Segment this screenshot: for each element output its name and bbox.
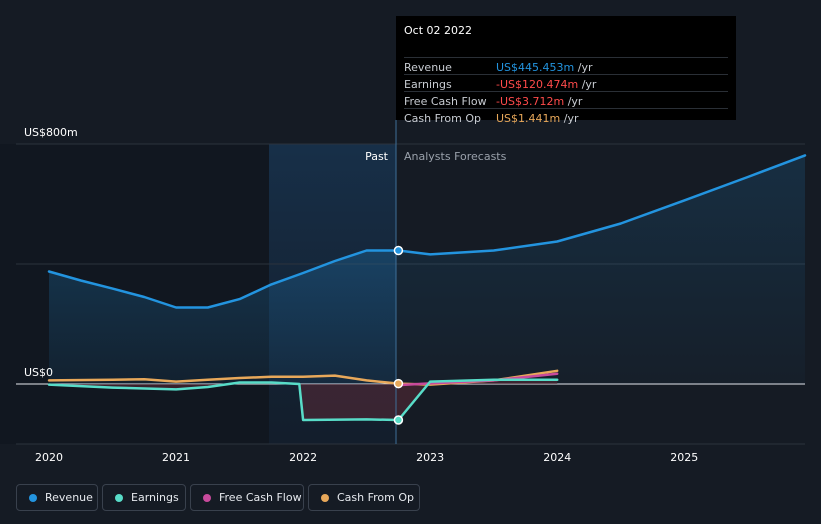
tooltip-row-cash-from-op: Cash From Op US$1.441m /yr [404, 108, 728, 126]
tooltip-row-earnings: Earnings -US$120.474m /yr [404, 74, 728, 92]
legend-dot [115, 494, 123, 502]
legend-label: Free Cash Flow [219, 491, 302, 504]
earnings-line [47, 378, 559, 422]
legend-item-free-cash-flow[interactable]: Free Cash Flow [190, 484, 304, 511]
y-axis-label: US$0 [24, 366, 53, 379]
revenue-area-forecast [396, 155, 805, 384]
hover-markers [393, 245, 404, 425]
x-tick-label: 2024 [543, 451, 571, 464]
revenue-line [47, 154, 807, 309]
legend-label: Revenue [45, 491, 93, 504]
revenue-area-past [49, 250, 396, 384]
forecast-label: Analysts Forecasts [404, 150, 507, 163]
earnings-area [49, 379, 558, 420]
tooltip-row-revenue: Revenue US$445.453m /yr [404, 57, 728, 75]
legend-item-earnings[interactable]: Earnings [102, 484, 186, 511]
cash-from-op-marker [393, 378, 404, 389]
series-lines [47, 154, 807, 422]
tooltip-label: Revenue [404, 61, 452, 74]
x-tick-label: 2025 [670, 451, 698, 464]
legend-label: Cash From Op [337, 491, 415, 504]
tooltip-value: US$1.441m /yr [496, 112, 579, 125]
x-tick-label: 2020 [35, 451, 63, 464]
past-label: Past [365, 150, 389, 163]
financial-chart: US$800mUS$0-US$200m202020212022202320242… [16, 120, 807, 464]
legend-item-revenue[interactable]: Revenue [16, 484, 98, 511]
tooltip-label: Free Cash Flow [404, 95, 487, 108]
tooltip-date: Oct 02 2022 [404, 24, 473, 37]
tooltip-value: -US$120.474m /yr [496, 78, 597, 91]
legend-label: Earnings [131, 491, 179, 504]
x-tick-label: 2021 [162, 451, 190, 464]
tooltip: Oct 02 2022 Revenue US$445.453m /yr Earn… [396, 16, 736, 125]
legend-dot [203, 494, 211, 502]
x-tick-label: 2023 [416, 451, 444, 464]
tooltip-row-free-cash-flow: Free Cash Flow -US$3.712m /yr [404, 91, 728, 109]
axis-labels: US$800mUS$0-US$200m202020212022202320242… [24, 126, 698, 464]
tooltip-value: US$445.453m /yr [496, 61, 593, 74]
earnings-marker [393, 415, 404, 425]
tooltip-label: Earnings [404, 78, 452, 91]
legend-dot [29, 494, 37, 502]
revenue-marker [393, 245, 404, 256]
legend-item-cash-from-op[interactable]: Cash From Op [308, 484, 420, 511]
area-fills [49, 155, 805, 420]
y-axis-label: US$800m [24, 126, 78, 139]
legend-dot [321, 494, 329, 502]
tooltip-label: Cash From Op [404, 112, 482, 125]
tooltip-value: -US$3.712m /yr [496, 95, 583, 108]
x-tick-label: 2022 [289, 451, 317, 464]
